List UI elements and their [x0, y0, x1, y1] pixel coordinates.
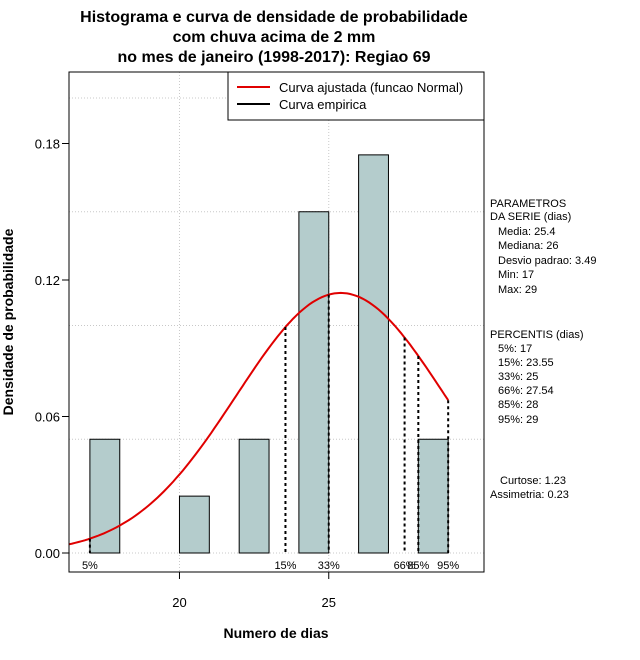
- percentile-label-4: 85%: [407, 560, 429, 572]
- stat-p66: 66%: 27.54: [498, 385, 554, 397]
- y-axis: 0.00 0.06 0.12 0.18: [35, 137, 69, 561]
- normal-curve-layer: [68, 291, 450, 546]
- chart-title-line-2: com chuva acima de 2 mm: [173, 29, 376, 46]
- stat-p15: 15%: 23.55: [498, 357, 554, 369]
- histogram-bar-5: [358, 154, 389, 554]
- y-tick-label-1: 0.06: [35, 410, 60, 425]
- histogram-bar-2: [178, 495, 210, 554]
- percentile-label-5: 95%: [437, 560, 459, 572]
- x-tick-label-0: 20: [172, 595, 186, 610]
- stat-curtose: Curtose: 1.23: [500, 475, 566, 487]
- stat-min: Min: 17: [498, 269, 534, 281]
- histogram-bar-0: [89, 438, 121, 554]
- legend: Curva ajustada (funcao Normal) Curva emp…: [227, 71, 485, 121]
- series-parameters-panel: PARAMETROS DA SERIE (dias) Media: 25.4 M…: [490, 198, 596, 296]
- shape-stats-panel: Curtose: 1.23 Assimetria: 0.23: [490, 475, 569, 501]
- normal-curve: [68, 291, 450, 546]
- histogram-bar-3: [238, 438, 270, 554]
- percentis-title: PERCENTIS (dias): [490, 329, 584, 341]
- histogram-bar-6: [417, 438, 449, 554]
- stat-p5: 5%: 17: [498, 343, 532, 355]
- x-axis-title: Numero de dias: [223, 625, 328, 641]
- stat-p95: 95%: 29: [498, 414, 538, 426]
- params-title-1: PARAMETROS: [490, 198, 566, 210]
- stat-p33: 33%: 25: [498, 371, 538, 383]
- stat-media: Media: 25.4: [498, 226, 555, 238]
- y-tick-label-0: 0.00: [35, 546, 60, 561]
- histogram-bar-4: [298, 211, 330, 554]
- percentiles-panel: PERCENTIS (dias) 5%: 17 15%: 23.55 33%: …: [490, 329, 584, 426]
- chart-title-line-3: no mes de janeiro (1998-2017): Regiao 69: [117, 49, 430, 66]
- percentile-lines: 5% 15% 33% 66%85% 95%: [82, 294, 459, 572]
- legend-label-fitted-curve: Curva ajustada (funcao Normal): [279, 80, 463, 95]
- stat-p85: 85%: 28: [498, 399, 538, 411]
- params-title-2: DA SERIE (dias): [490, 211, 571, 223]
- percentile-label-3: 66%: [394, 560, 416, 572]
- chart-title-line-1: Histograma e curva de densidade de proba…: [80, 9, 468, 26]
- stat-assimetria: Assimetria: 0.23: [490, 489, 569, 501]
- stat-mediana: Mediana: 26: [498, 240, 559, 252]
- percentile-label-1: 15%: [274, 560, 296, 572]
- legend-box: [227, 71, 485, 121]
- stat-max: Max: 29: [498, 284, 537, 296]
- x-tick-label-1: 25: [322, 595, 336, 610]
- y-axis-title: Densidade de probabilidade: [0, 228, 16, 415]
- percentile-label-2: 33%: [318, 560, 340, 572]
- y-tick-label-3: 0.18: [35, 137, 60, 152]
- histogram-bars: [89, 154, 449, 554]
- percentile-label-0: 5%: [82, 560, 98, 572]
- legend-label-empirical-curve: Curva empirica: [279, 97, 367, 112]
- stat-desvio: Desvio padrao: 3.49: [498, 255, 596, 267]
- y-tick-label-2: 0.12: [35, 273, 60, 288]
- x-axis: 20 25: [172, 572, 336, 610]
